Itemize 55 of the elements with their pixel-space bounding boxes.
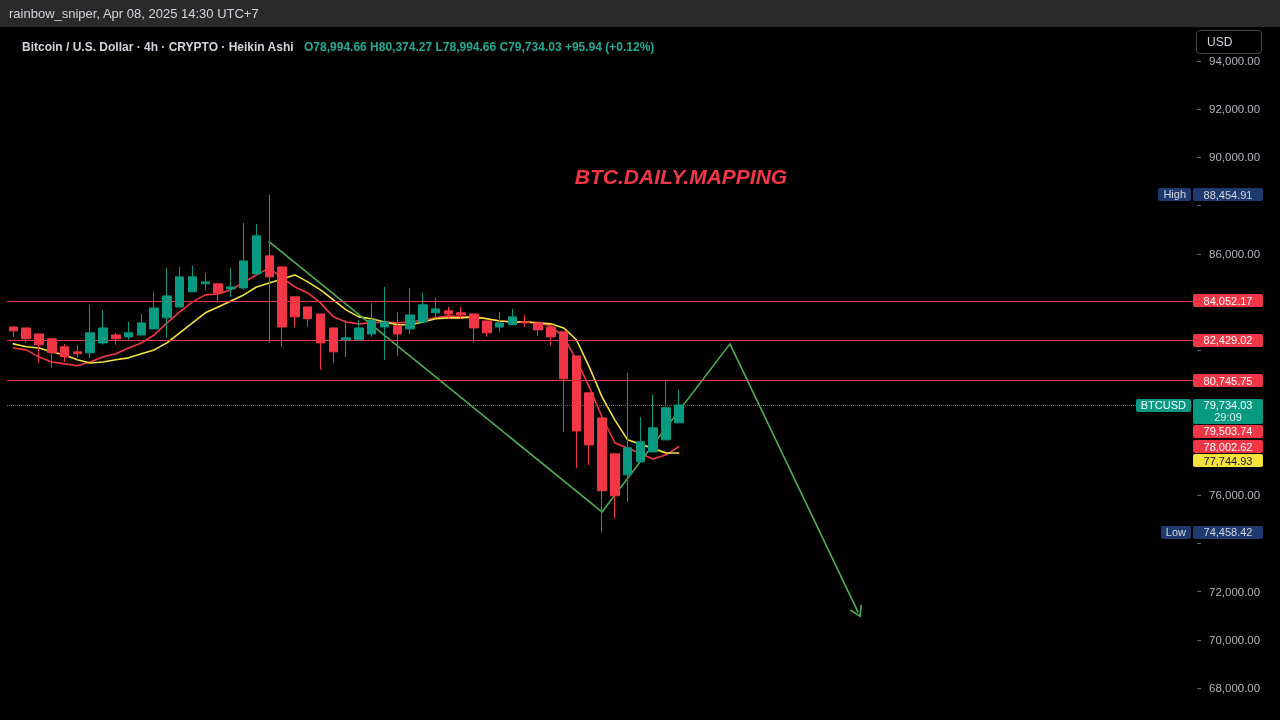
price-tag: 79,734.03 29:09 — [1193, 398, 1263, 424]
candlestick — [444, 306, 453, 320]
price-tag: 77,744.93 — [1193, 454, 1263, 468]
candlestick — [149, 291, 159, 330]
candlestick — [482, 320, 492, 338]
candlestick — [367, 302, 376, 338]
y-tick-label: 70,000.00 — [1209, 633, 1261, 646]
candlestick — [85, 304, 95, 359]
text: rainbow_sniper, Apr 08, 2025 14:30 UTC+7 — [0, 0, 1280, 27]
candlestick — [98, 309, 108, 346]
candlestick — [405, 287, 415, 335]
candlestick — [239, 222, 248, 291]
candlestick — [418, 292, 428, 324]
candlestick — [636, 416, 645, 463]
candlestick — [226, 267, 236, 298]
text: USD — [1196, 30, 1262, 54]
y-tick-label: 72,000.00 — [1209, 585, 1261, 598]
y-tick-label: 94,000.00 — [1209, 55, 1261, 67]
candlestick — [252, 223, 261, 275]
candlestick — [303, 306, 312, 328]
candlestick — [73, 344, 82, 359]
y-tick-label: 76,000.00 — [1209, 489, 1261, 502]
y-tick-label: 92,000.00 — [1209, 103, 1261, 116]
candlestick — [60, 343, 69, 363]
candlestick — [9, 325, 18, 338]
candlestick — [431, 297, 440, 318]
ref-line-label: 84,052.17 — [1202, 294, 1254, 307]
ref-line-label: 82,429.02 — [1202, 334, 1254, 347]
candlestick — [354, 319, 364, 341]
candlestick — [162, 267, 172, 339]
chart-subtitle: O78,994.66 H80,374.27 L78,994.66 C79,734.03 +95.94 (+0.12%) — [304, 40, 655, 54]
ref-line-label: 80,745.75 — [1202, 374, 1254, 387]
chart-title: Bitcoin / U.S. Dollar · 4h · CRYPTO · Heikin Ashi — [22, 40, 294, 54]
candlestick — [456, 306, 466, 320]
candlestick — [124, 321, 133, 341]
candlestick — [380, 286, 389, 361]
candlestick — [508, 308, 517, 326]
candlestick — [201, 272, 210, 291]
candlestick — [520, 314, 530, 328]
price-tag: 88,454.91 — [1193, 188, 1263, 202]
price-tag: 84,052.17 — [1193, 294, 1263, 308]
price-tag: High — [1158, 188, 1191, 202]
y-tick-label: 86,000.00 — [1209, 247, 1261, 260]
candlestick — [137, 313, 146, 336]
price-tag: 78,002.62 — [1193, 440, 1263, 454]
candlestick — [175, 266, 184, 308]
candlestick — [188, 265, 197, 293]
candlestick — [533, 322, 543, 337]
candlestick — [341, 319, 351, 358]
candlestick — [495, 311, 504, 333]
candlestick — [610, 453, 620, 520]
y-tick-label: 90,000.00 — [1209, 151, 1261, 164]
annotation: BTC.DAILY.MAPPING — [574, 165, 788, 189]
price-tag: 80,745.75 — [1193, 374, 1263, 388]
y-tick-label: 68,000.00 — [1209, 682, 1261, 694]
